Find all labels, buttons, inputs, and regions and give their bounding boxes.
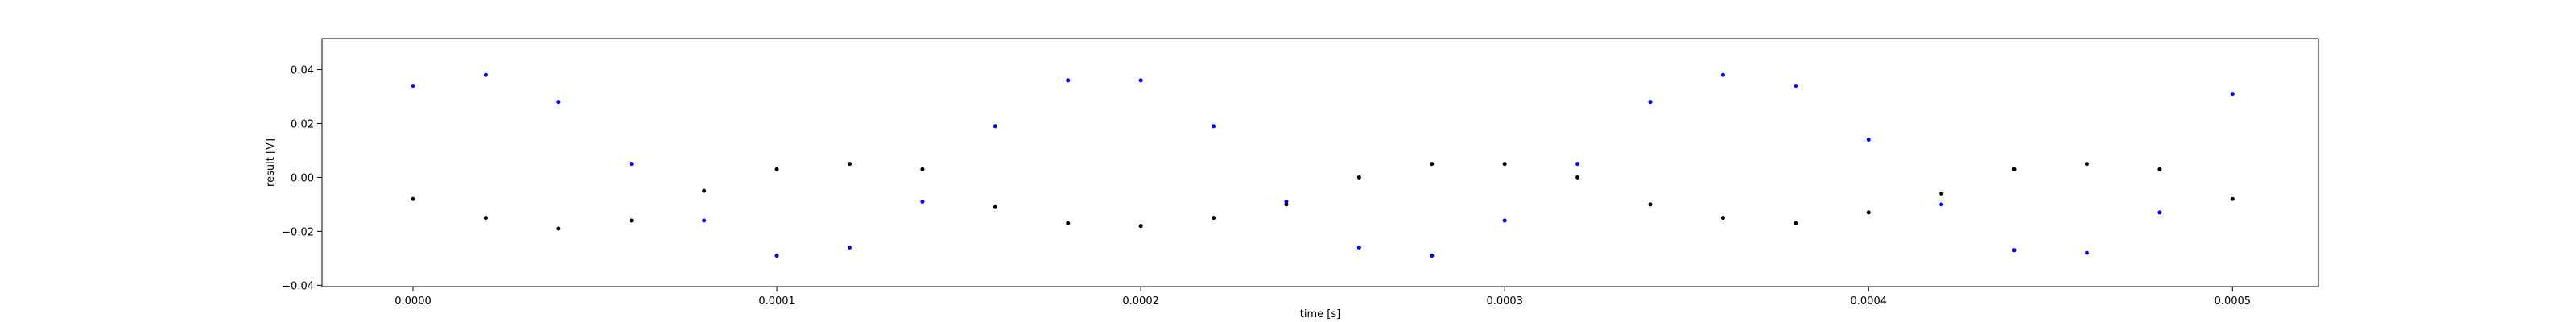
data-point (1212, 124, 1216, 129)
plot-area (411, 72, 2235, 258)
data-point (993, 204, 997, 209)
data-point (1356, 175, 1361, 180)
x-tick-label: 0.0004 (1851, 295, 1888, 308)
x-axis-label: time [s] (1300, 308, 1340, 320)
x-tick-label: 0.0001 (758, 295, 795, 308)
data-point (1866, 210, 1871, 215)
data-point (2012, 167, 2017, 171)
data-point (2157, 167, 2162, 171)
data-point (483, 216, 488, 221)
data-point (411, 84, 415, 89)
data-point (1138, 224, 1143, 229)
y-tick-label: 0.02 (291, 118, 314, 130)
data-point (1430, 162, 1435, 167)
data-point (629, 218, 634, 223)
y-tick-label: 0.00 (291, 172, 314, 184)
data-point (1212, 216, 1216, 221)
x-tick-label: 0.0002 (1122, 295, 1159, 308)
data-point (1066, 221, 1071, 225)
x-tick-label: 0.0003 (1486, 295, 1523, 308)
y-tick-label: −0.02 (282, 226, 314, 238)
data-point (1720, 72, 1725, 77)
data-point (1138, 78, 1143, 83)
data-point (1939, 202, 1944, 207)
data-point (2012, 248, 2017, 253)
data-point (1430, 254, 1435, 258)
data-point (847, 245, 852, 250)
data-point (847, 162, 852, 167)
data-point (556, 100, 561, 105)
y-tick-label: 0.04 (291, 65, 314, 77)
data-point (1794, 84, 1798, 89)
data-point (1502, 218, 1507, 223)
data-point (2084, 162, 2089, 167)
y-axis-label: result [V] (265, 138, 277, 187)
data-point (1648, 100, 1653, 105)
data-point (774, 254, 779, 258)
data-point (1720, 216, 1725, 221)
data-point (1066, 78, 1071, 83)
data-point (1575, 162, 1580, 167)
x-tick-label: 0.0000 (394, 295, 431, 308)
data-point (1575, 175, 1580, 180)
data-point (2230, 196, 2235, 201)
data-point (1502, 162, 1507, 167)
data-point (1866, 138, 1871, 142)
series-0 (411, 72, 2235, 258)
data-point (1794, 221, 1798, 225)
data-point (774, 167, 779, 171)
data-point (1356, 245, 1361, 250)
data-point (629, 162, 634, 167)
data-point (2157, 210, 2162, 215)
y-tick-label: −0.04 (282, 280, 314, 292)
data-point (702, 188, 707, 193)
data-point (702, 218, 707, 223)
x-axis-ticks: 0.0000 0.0001 0.0002 0.0003 0.0004 0.0005 (394, 287, 2251, 308)
data-point (2084, 250, 2089, 255)
series-1 (411, 162, 2235, 231)
data-point (1648, 202, 1653, 207)
axes-frame (321, 38, 2319, 287)
data-point (411, 196, 415, 201)
data-point (556, 226, 561, 231)
data-point (993, 124, 997, 129)
data-point (2230, 92, 2235, 97)
y-axis-ticks: −0.04 −0.02 0.00 0.02 0.04 (282, 65, 322, 292)
data-point (920, 200, 925, 204)
data-point (1939, 192, 1944, 196)
x-tick-label: 0.0005 (2215, 295, 2252, 308)
data-point (920, 167, 925, 171)
data-point (1284, 202, 1289, 207)
data-point (483, 72, 488, 77)
